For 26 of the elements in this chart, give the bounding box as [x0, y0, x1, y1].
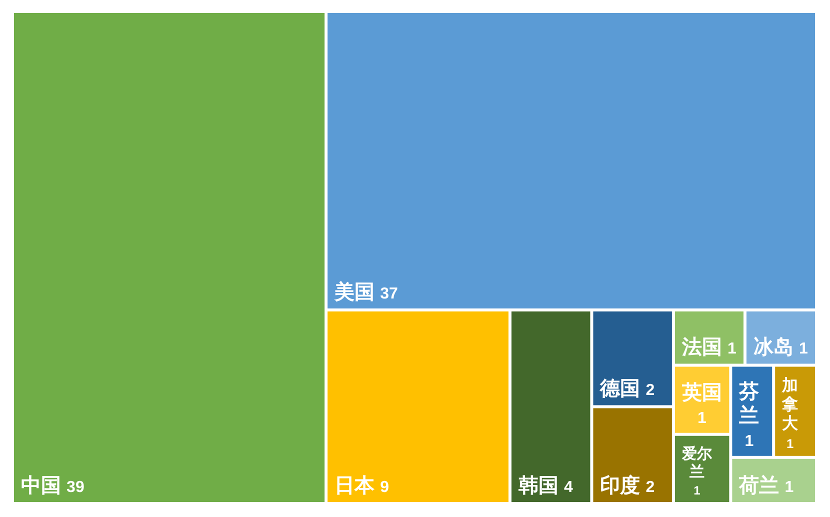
- category-label: 印度: [600, 474, 640, 497]
- data-label: 4: [564, 479, 574, 496]
- data-label: 9: [380, 479, 390, 496]
- category-label: 法国: [680, 336, 722, 359]
- data-label: 1: [728, 340, 737, 358]
- data-label: 1: [799, 340, 808, 358]
- category-label: 荷兰: [738, 474, 780, 497]
- data-label: 1: [744, 432, 754, 450]
- category-label: 加拿大: [781, 376, 800, 433]
- category-label: 中国: [21, 475, 61, 497]
- category-label: 德国: [599, 378, 640, 400]
- data-label: 1: [694, 484, 701, 498]
- category-label: 日本: [334, 475, 376, 497]
- category-label: 芬兰: [738, 380, 760, 427]
- category-label: 冰岛: [753, 336, 794, 359]
- data-label: 1: [784, 479, 794, 496]
- data-label: 1: [786, 436, 794, 451]
- data-label: 1: [698, 410, 706, 427]
- category-label: 美国: [334, 280, 375, 304]
- data-label: 2: [646, 382, 655, 400]
- data-label: 2: [646, 479, 655, 496]
- category-label: 韩国: [517, 475, 558, 497]
- data-label: 39: [66, 479, 84, 496]
- data-label: 37: [380, 285, 398, 302]
- category-label: 爱尔兰: [680, 446, 713, 480]
- category-label: 英国: [680, 382, 722, 404]
